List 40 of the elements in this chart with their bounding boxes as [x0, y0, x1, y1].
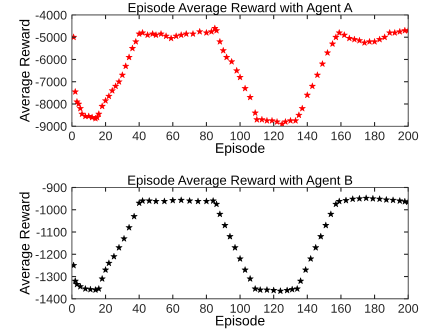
x-tick-label: 120 [264, 131, 284, 140]
y-tick-label: -900 [42, 183, 67, 192]
x-tick-label: 0 [68, 304, 75, 313]
x-tick-label: 120 [264, 304, 284, 313]
chart-title: Episode Average Reward with Agent A [128, 2, 353, 15]
x-tick-label: 20 [99, 131, 112, 140]
x-tick-label: 160 [331, 131, 351, 140]
y-tick-label: -1200 [36, 250, 67, 259]
y-tick-label: -6000 [36, 55, 67, 64]
y-axis-title: Average Reward [19, 192, 32, 295]
x-axis-title: Episode [216, 315, 265, 328]
x-tick-label: 180 [365, 304, 385, 313]
y-tick-label: -4000 [36, 10, 67, 20]
y-tick-label: -5000 [36, 33, 67, 42]
y-tick-label: -1000 [36, 206, 67, 214]
x-tick-label: 60 [166, 304, 180, 313]
x-tick-label: 180 [365, 131, 385, 140]
y-tick-label: -1400 [36, 294, 67, 304]
x-tick-label: 140 [298, 304, 318, 313]
x-tick-label: 80 [200, 131, 213, 140]
x-tick-label: 60 [166, 131, 180, 140]
x-axis-title: Episode [216, 142, 265, 156]
y-tick-label: -8000 [36, 100, 67, 109]
y-tick-label: -7000 [36, 78, 67, 86]
x-tick-label: 40 [132, 131, 146, 140]
y-axis-title: Average Reward [19, 20, 32, 122]
x-tick-label: 20 [99, 304, 112, 313]
x-tick-label: 80 [200, 304, 213, 313]
x-tick-label: 200 [398, 131, 418, 140]
chart-title: Episode Average Reward with Agent B [128, 175, 352, 188]
y-tick-label: -1300 [36, 272, 67, 282]
x-tick-label: 160 [331, 304, 351, 313]
x-tick-label: 100 [230, 304, 250, 313]
y-tick-label: -1100 [36, 228, 67, 237]
x-tick-label: 140 [298, 131, 318, 140]
x-tick-label: 0 [68, 131, 75, 140]
x-tick-label: 200 [398, 304, 418, 313]
x-tick-label: 100 [230, 131, 250, 140]
x-tick-label: 40 [132, 304, 146, 313]
y-tick-label: -9000 [36, 122, 67, 131]
